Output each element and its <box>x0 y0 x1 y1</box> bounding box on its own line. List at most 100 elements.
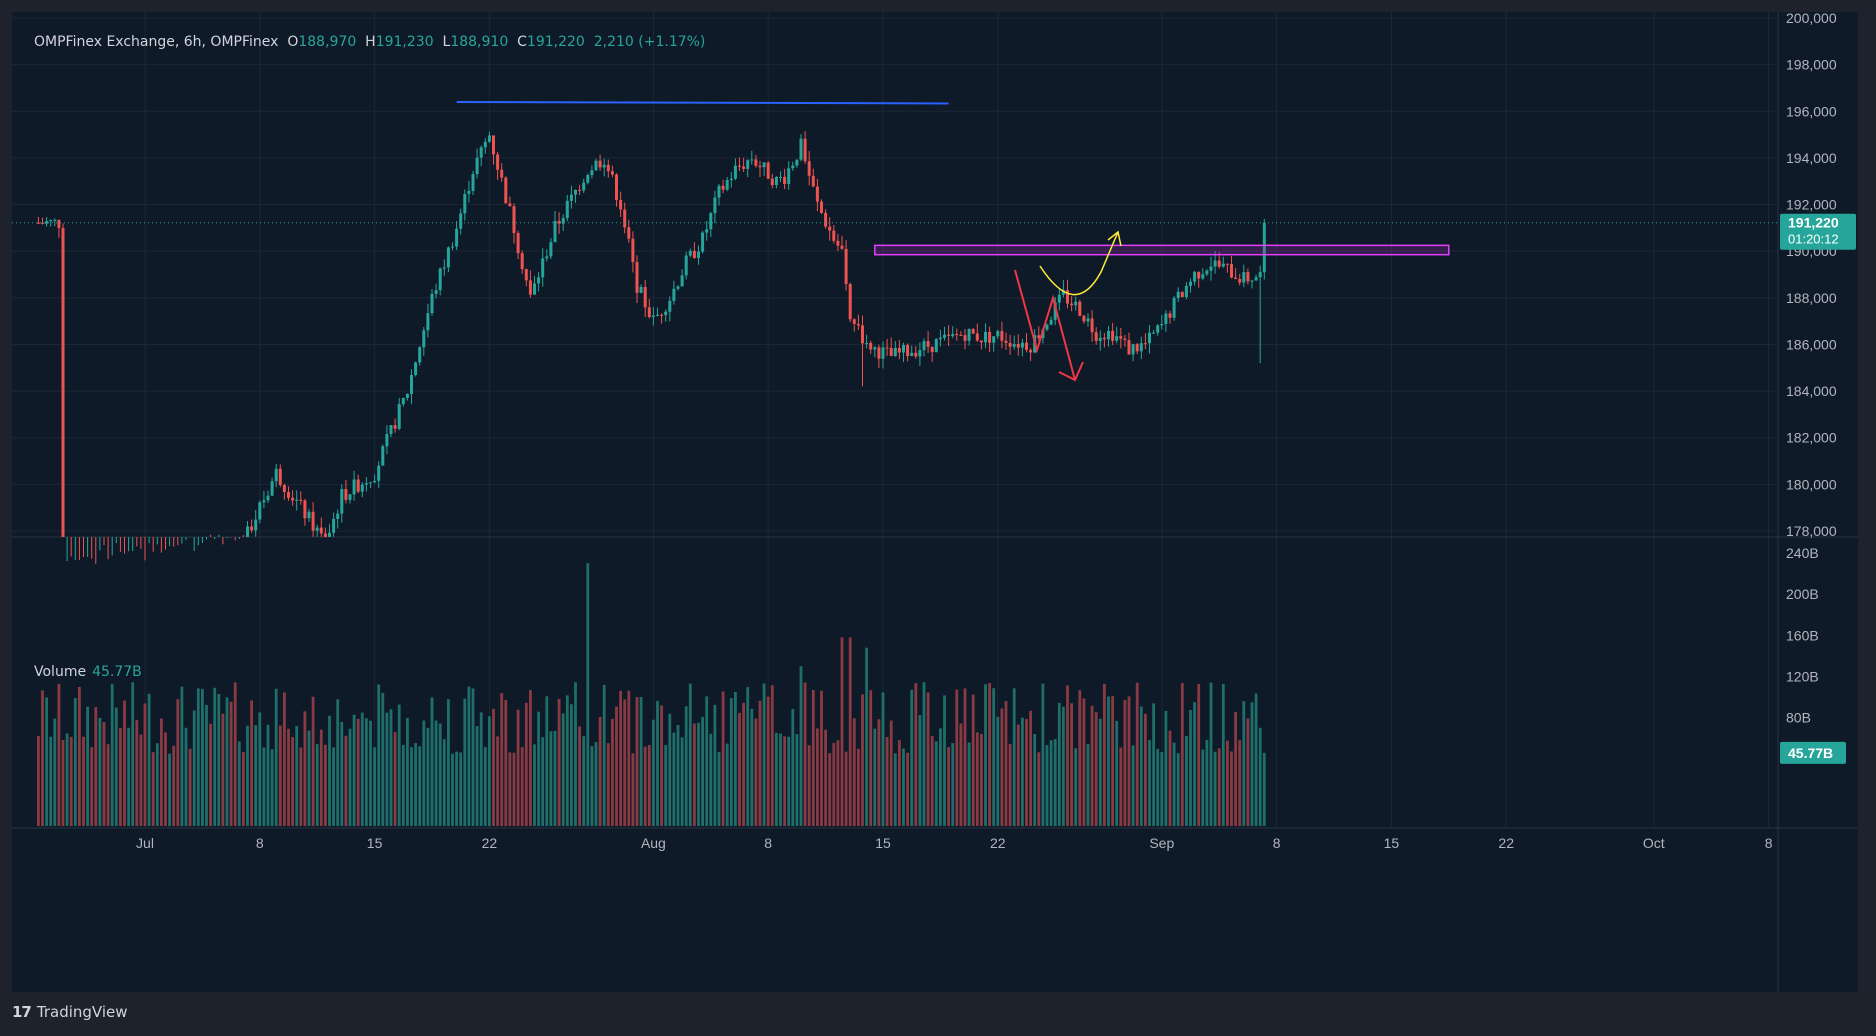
candle[interactable] <box>496 151 500 180</box>
candle[interactable] <box>828 217 832 241</box>
volume-bar[interactable] <box>828 753 832 826</box>
volume-bar[interactable] <box>41 690 44 826</box>
volume-bar[interactable] <box>1094 712 1098 826</box>
volume-bar[interactable] <box>709 733 713 826</box>
volume-bar[interactable] <box>680 737 684 826</box>
candle[interactable] <box>590 165 594 179</box>
candle[interactable] <box>508 196 512 207</box>
volume-bar[interactable] <box>1193 702 1196 826</box>
candle[interactable] <box>266 490 270 503</box>
candle[interactable] <box>1164 310 1168 333</box>
volume-bar[interactable] <box>1185 735 1188 826</box>
candle[interactable] <box>582 178 586 194</box>
volume-bar[interactable] <box>205 704 208 826</box>
candle[interactable] <box>869 340 873 354</box>
candle[interactable] <box>623 202 627 234</box>
volume-bar[interactable] <box>303 711 307 826</box>
volume-bar[interactable] <box>570 704 573 826</box>
candle[interactable] <box>426 303 430 338</box>
bullish-scenario-arrow[interactable] <box>1039 230 1122 296</box>
volume-bar[interactable] <box>1053 739 1057 826</box>
candle[interactable] <box>262 490 266 509</box>
candle[interactable] <box>553 210 557 243</box>
candle[interactable] <box>1238 273 1242 286</box>
volume-bar[interactable] <box>1238 740 1242 826</box>
candle[interactable] <box>270 477 274 496</box>
candle[interactable] <box>717 183 721 206</box>
volume-bar[interactable] <box>500 693 504 826</box>
volume-bar[interactable] <box>1029 710 1032 826</box>
volume-bar[interactable] <box>914 683 918 826</box>
candle[interactable] <box>49 219 53 227</box>
candle[interactable] <box>692 242 696 259</box>
volume-bar[interactable] <box>196 688 200 826</box>
volume-bar[interactable] <box>533 744 536 826</box>
volume-bar[interactable] <box>578 726 581 826</box>
candle[interactable] <box>1189 278 1192 293</box>
candle[interactable] <box>594 158 598 172</box>
volume-bar[interactable] <box>844 751 848 826</box>
candle[interactable] <box>1131 343 1135 362</box>
volume-bar[interactable] <box>274 688 278 826</box>
candle[interactable] <box>1008 334 1012 355</box>
volume-bar[interactable] <box>1246 718 1250 826</box>
volume-bar[interactable] <box>250 700 253 826</box>
candles[interactable] <box>36 131 1266 564</box>
volume-bar[interactable] <box>82 736 85 826</box>
brand-name[interactable]: TradingView <box>36 1003 128 1021</box>
candle[interactable] <box>500 163 504 182</box>
candle[interactable] <box>1082 314 1086 324</box>
candle[interactable] <box>709 212 713 237</box>
volume-bar[interactable] <box>143 703 147 826</box>
volume-bar[interactable] <box>1176 753 1180 826</box>
volume-bar[interactable] <box>770 685 774 826</box>
volume-bar[interactable] <box>1090 705 1094 826</box>
volume-bar[interactable] <box>61 740 65 826</box>
candle[interactable] <box>906 343 910 362</box>
volume-bar[interactable] <box>787 736 791 826</box>
candle[interactable] <box>524 268 528 287</box>
volume-bar[interactable] <box>94 707 98 826</box>
volume-bar[interactable] <box>131 682 135 826</box>
candle[interactable] <box>729 171 733 188</box>
candle[interactable] <box>1168 310 1172 324</box>
volume-bar[interactable] <box>1139 706 1143 826</box>
candle[interactable] <box>984 323 987 349</box>
volume-bar[interactable] <box>422 720 426 826</box>
volume-bar[interactable] <box>553 730 557 826</box>
volume-bar[interactable] <box>127 727 130 826</box>
candle[interactable] <box>471 170 475 195</box>
volume-bar[interactable] <box>483 747 487 826</box>
candle[interactable] <box>1127 332 1131 355</box>
volume-bar[interactable] <box>492 708 495 826</box>
candle[interactable] <box>697 245 700 265</box>
volume-bar[interactable] <box>258 712 262 826</box>
volume-bar[interactable] <box>467 686 471 826</box>
candle[interactable] <box>303 498 307 526</box>
volume-bar[interactable] <box>360 712 364 826</box>
candle[interactable] <box>1025 333 1028 353</box>
volume-bar[interactable] <box>693 723 696 826</box>
volume-bar[interactable] <box>1234 711 1237 826</box>
candle[interactable] <box>1246 268 1250 285</box>
chart-canvas[interactable]: 178,000 180,000 182,000 184,000 186,000 188,0… <box>12 12 1858 992</box>
candle[interactable] <box>615 173 618 207</box>
candle[interactable] <box>627 219 631 243</box>
volume-bar[interactable] <box>438 723 442 826</box>
candle[interactable] <box>479 145 483 167</box>
volume-bar[interactable] <box>1135 682 1139 826</box>
candle[interactable] <box>356 474 360 494</box>
volume-bar[interactable] <box>1066 685 1069 826</box>
volume-bar[interactable] <box>840 637 844 826</box>
candle[interactable] <box>856 314 860 330</box>
candle[interactable] <box>668 296 672 322</box>
volume-bar[interactable] <box>656 700 659 826</box>
volume-bar[interactable] <box>713 704 717 826</box>
candle[interactable] <box>578 184 582 196</box>
candle[interactable] <box>282 483 286 500</box>
volume-bar[interactable] <box>865 647 868 826</box>
bearish-scenario-arrow[interactable] <box>1014 269 1084 382</box>
candle[interactable] <box>348 493 352 504</box>
volume-bar[interactable] <box>984 684 987 826</box>
volume-bar[interactable] <box>959 723 963 826</box>
